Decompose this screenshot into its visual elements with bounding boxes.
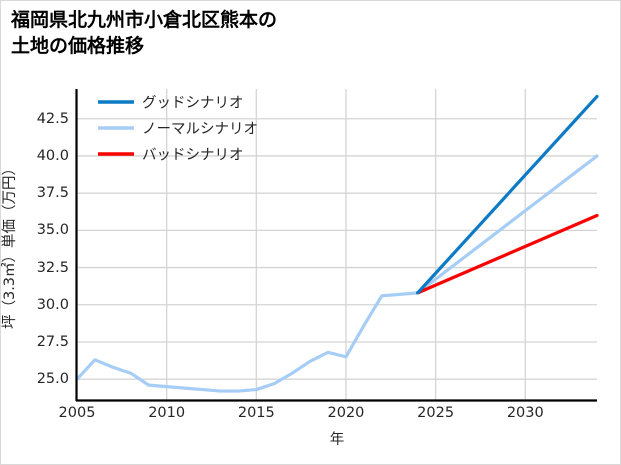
page-title: 福岡県北九州市小倉北区熊本の 土地の価格推移 [11, 9, 278, 57]
x-axis-tick-label: 2015 [237, 405, 275, 421]
x-axis-tick-label: 2005 [58, 405, 96, 421]
legend-item-label: グッドシナリオ [142, 95, 244, 112]
x-axis-tick-label: 2030 [506, 405, 544, 421]
y-axis-tick-label: 27.5 [36, 333, 69, 350]
y-axis-tick-label: 25.0 [36, 371, 69, 388]
legend-swatches-group [98, 100, 134, 156]
y-axis-tick-label: 42.5 [36, 110, 69, 127]
x-axis-tick-label: 2020 [327, 405, 365, 421]
legend-item-label: バッドシナリオ [142, 147, 244, 164]
y-axis-tick-label: 37.5 [36, 185, 69, 202]
y-axis-tick-label: 30.0 [36, 296, 69, 313]
legend-item-label: ノーマルシナリオ [142, 121, 258, 138]
x-axis-tick-label: 2010 [148, 405, 186, 421]
series-line-good [416, 94, 599, 295]
series-line-bad [416, 213, 599, 295]
x-axis-tick-label: 2025 [417, 405, 455, 421]
gridlines-group [76, 89, 597, 400]
y-axis-tick-label: 32.5 [36, 259, 69, 276]
y-axis-tick-label: 35.0 [36, 222, 69, 239]
axis-spines-group [75, 89, 597, 402]
data-series-group [75, 94, 599, 393]
series-line-normal [75, 154, 599, 393]
y-axis-label: 坪（3.3㎡）単価（万円） [2, 160, 18, 329]
x-axis-label: 年 [329, 432, 345, 448]
y-axis-tick-label: 40.0 [36, 147, 69, 164]
